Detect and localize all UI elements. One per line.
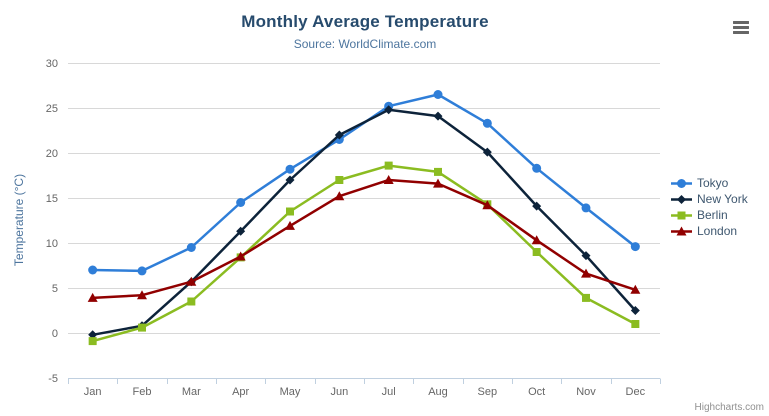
x-axis-label: May — [280, 386, 301, 398]
series-marker-london[interactable] — [531, 235, 542, 245]
series-marker-berlin[interactable] — [335, 176, 344, 184]
square-marker-icon — [671, 211, 692, 219]
legend-label-new-york: New York — [697, 192, 748, 206]
series-marker-berlin[interactable] — [138, 323, 146, 332]
series-marker-london[interactable] — [137, 290, 147, 300]
export-menu-button[interactable] — [730, 19, 752, 38]
legend: Tokyo New York Berlin London — [671, 176, 748, 238]
series-marker-tokyo[interactable] — [137, 266, 147, 276]
series-marker-new-york[interactable] — [532, 201, 542, 211]
y-axis-label: -5 — [48, 373, 58, 385]
series-marker-berlin[interactable] — [384, 161, 393, 170]
series-marker-berlin[interactable] — [88, 337, 97, 346]
credits-link[interactable]: Highcharts.com — [694, 402, 764, 413]
y-axis-label: 0 — [52, 328, 58, 340]
series-marker-new-york[interactable] — [630, 306, 640, 315]
series-marker-tokyo[interactable] — [482, 118, 492, 128]
x-axis-label: Jun — [330, 386, 348, 398]
series-marker-berlin[interactable] — [187, 297, 196, 306]
series-marker-tokyo[interactable] — [285, 164, 295, 174]
series-marker-london[interactable] — [285, 220, 295, 230]
series-line-new-york — [91, 108, 637, 337]
series-marker-london[interactable] — [630, 284, 641, 294]
series-marker-london[interactable] — [186, 276, 197, 286]
y-axis-label: 5 — [52, 283, 58, 295]
series-marker-london[interactable] — [482, 200, 493, 210]
series-line-berlin — [91, 164, 637, 343]
legend-item-new-york[interactable]: New York — [671, 192, 748, 206]
x-axis-label: Feb — [133, 386, 152, 398]
series-line-tokyo — [91, 93, 637, 273]
diamond-marker-icon — [671, 194, 692, 204]
series-marker-tokyo[interactable] — [433, 90, 443, 99]
series-marker-london[interactable] — [87, 292, 98, 302]
y-axis-label: 10 — [46, 238, 58, 250]
y-axis-label: 15 — [46, 193, 58, 205]
series-marker-tokyo[interactable] — [630, 242, 640, 252]
x-axis-label: Mar — [182, 386, 201, 398]
series-marker-london[interactable] — [334, 191, 345, 201]
legend-symbol-new-york — [677, 194, 686, 204]
series-marker-new-york[interactable] — [285, 175, 295, 185]
x-axis-label: Jul — [382, 386, 396, 398]
chart-title: Monthly Average Temperature — [241, 12, 489, 31]
chart-subtitle: Source: WorldClimate.com — [293, 37, 437, 51]
series-marker-berlin[interactable] — [532, 248, 541, 256]
legend-symbol-berlin — [677, 211, 686, 219]
series-marker-berlin[interactable] — [631, 320, 640, 328]
series-marker-new-york[interactable] — [88, 330, 98, 340]
x-axis-label: Jan — [84, 386, 102, 398]
circle-marker-icon — [671, 178, 692, 188]
legend-label-berlin: Berlin — [697, 208, 728, 222]
series-marker-new-york[interactable] — [236, 226, 246, 236]
x-axis-label: Dec — [626, 386, 646, 398]
series-marker-new-york[interactable] — [581, 251, 591, 261]
y-axis-label: 25 — [46, 103, 58, 115]
legend-label-london: London — [697, 224, 738, 238]
y-axis-label: 20 — [46, 148, 58, 160]
series-marker-tokyo[interactable] — [581, 203, 591, 213]
series-marker-tokyo[interactable] — [186, 243, 196, 252]
series-marker-london[interactable] — [235, 251, 246, 261]
legend-symbol-london — [676, 226, 687, 235]
series-marker-london[interactable] — [433, 178, 443, 188]
series-marker-tokyo[interactable] — [532, 163, 542, 173]
series-marker-berlin[interactable] — [286, 207, 294, 216]
series-marker-new-york[interactable] — [482, 147, 492, 157]
y-axis-label: 30 — [46, 58, 58, 70]
series-marker-tokyo[interactable] — [88, 265, 98, 275]
x-axis-label: Oct — [528, 386, 545, 398]
legend-item-tokyo[interactable]: Tokyo — [671, 176, 748, 190]
series-marker-london[interactable] — [383, 175, 394, 184]
x-axis-label: Apr — [232, 386, 249, 398]
series-marker-berlin[interactable] — [434, 167, 442, 176]
hamburger-icon — [733, 21, 749, 34]
series-marker-new-york[interactable] — [334, 130, 344, 140]
triangle-marker-icon — [671, 226, 692, 235]
series-marker-tokyo[interactable] — [236, 198, 246, 207]
legend-label-tokyo: Tokyo — [697, 176, 729, 190]
series-marker-london[interactable] — [581, 268, 591, 278]
x-axis-label: Aug — [428, 386, 448, 398]
series-marker-new-york[interactable] — [384, 105, 394, 115]
series-marker-new-york[interactable] — [433, 111, 443, 121]
legend-item-berlin[interactable]: Berlin — [671, 208, 748, 222]
legend-item-london[interactable]: London — [671, 224, 748, 238]
series-line-london — [91, 178, 637, 300]
x-axis-label: Nov — [576, 386, 596, 398]
series-marker-berlin[interactable] — [582, 293, 590, 302]
x-axis-label: Sep — [478, 386, 498, 398]
legend-symbol-tokyo — [677, 178, 686, 188]
